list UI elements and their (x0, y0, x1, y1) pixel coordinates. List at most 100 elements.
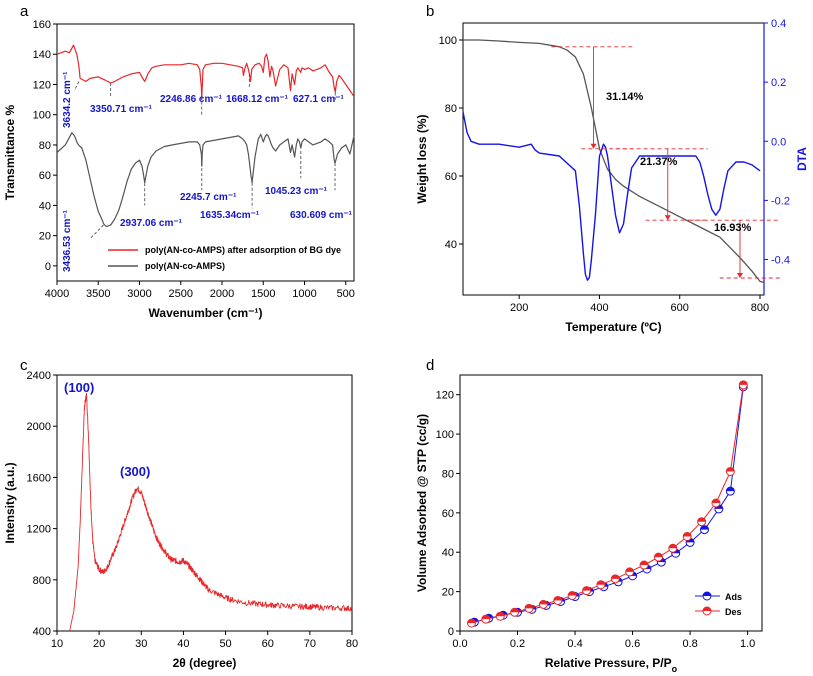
legend-label-polymer: poly(AN-co-AMPS) (145, 261, 225, 271)
x-tick-label: 800 (751, 302, 769, 314)
y-axis-title: Weight loss (%) (415, 114, 429, 203)
y-tick-label: 40 (445, 239, 457, 251)
x-tick-label: 0.0 (452, 638, 467, 650)
ann-a-2246: 2246.86 cm⁻¹ (160, 94, 223, 105)
ann-b-step1: 31.14% (606, 91, 644, 103)
legend-label-ads: Ads (725, 592, 742, 602)
y-axis-title: Intensity (a.u.) (3, 462, 17, 543)
panel-b-step-markers (551, 46, 780, 279)
y2-tick-label: -0.4 (771, 255, 790, 267)
series-after-adsorption-line (56, 44, 355, 101)
panel-letter-d: d (426, 357, 434, 374)
y2-tick-label: 0.2 (771, 77, 786, 89)
ann-a-1045: 1045.23 cm⁻¹ (265, 186, 328, 197)
panel-d-frame (459, 374, 763, 632)
y-tick-label: 120 (436, 390, 454, 402)
panel-c-frame (56, 374, 353, 632)
ann-a-3350: 3350.71 cm⁻¹ (90, 104, 153, 115)
y-tick-label: 0 (45, 261, 51, 273)
panel-a-legend: poly(AN-co-AMPS) after adsorption of BG … (108, 245, 341, 271)
ann-b-step2: 21.37% (640, 156, 678, 168)
y-tick-label: 80 (39, 140, 51, 152)
x-tick-label: 500 (337, 288, 355, 300)
y-tick-label: 100 (436, 429, 454, 441)
point-des-fill (654, 553, 663, 558)
x-tick-label: 2000 (210, 288, 234, 300)
x-tick-label: 30 (135, 638, 147, 650)
x-tick-label: 3500 (86, 288, 110, 300)
ann-a-3436: 3436.53 cm⁻¹ (62, 209, 73, 272)
panel-c-series (69, 392, 353, 632)
point-des-fill (568, 591, 577, 596)
y-tick-label: 2000 (27, 421, 51, 433)
point-des-fill (525, 604, 534, 609)
y-tick-label: 400 (33, 626, 51, 638)
x-tick-label: 1500 (251, 288, 275, 300)
y-tick-label: 60 (445, 171, 457, 183)
panel-b-frame (462, 22, 765, 296)
series-xrd-line (69, 392, 353, 632)
y-tick-label: 40 (39, 200, 51, 212)
y2-tick-label: 0.4 (771, 18, 786, 30)
x-axis-title-sub: o (672, 664, 678, 674)
panel-b-tga-dta: 200 400 600 800 40 60 80 100 Temperature (ºC) Wei… (415, 18, 809, 334)
x-axis-title: Temperature (ºC) (565, 320, 661, 334)
point-des-fill (596, 580, 605, 585)
panel-a-annotations: 3634.2 cm⁻¹ 3350.71 cm⁻¹ 2246.86 cm⁻¹ 16… (62, 71, 353, 272)
ann-a-2245: 2245.7 cm⁻¹ (180, 192, 237, 203)
point-des-fill (510, 608, 519, 613)
x-tick-label: 50 (219, 638, 231, 650)
step-arrow-head (590, 143, 597, 149)
ann-a-2937: 2937.06 cm⁻¹ (120, 218, 183, 229)
x-tick-label: 20 (93, 638, 105, 650)
y-tick-label: 120 (33, 79, 51, 91)
x-tick-label: 40 (177, 638, 189, 650)
point-des-fill (683, 532, 692, 537)
panel-letter-b: b (426, 3, 434, 20)
panel-d-series (467, 380, 748, 628)
panel-b-axes: 200 400 600 800 40 60 80 100 Temperature (ºC) Wei… (415, 18, 809, 334)
series-dta-line (462, 111, 761, 281)
point-des-fill (539, 600, 548, 605)
x-tick-label: 3000 (127, 288, 151, 300)
point-des-fill (640, 561, 649, 566)
step-arrow-head (736, 273, 743, 278)
y-tick-label: 140 (33, 49, 51, 61)
ann-a-3634: 3634.2 cm⁻¹ (62, 71, 73, 128)
point-des-fill (553, 596, 562, 601)
panel-c-xrd: 10 20 30 40 50 60 70 80 400 800 1200 1600 2000 2400 2θ… (3, 370, 358, 670)
point-des-fill (739, 380, 748, 385)
point-des-fill (625, 567, 634, 572)
y-tick-label: 20 (442, 587, 454, 599)
y-tick-label: 1600 (27, 472, 51, 484)
panel-letter-a: a (20, 3, 29, 20)
x-tick-label: 70 (304, 638, 316, 650)
peak-leader-line (89, 224, 104, 239)
point-ads-fill (726, 487, 735, 492)
y-tick-label: 60 (442, 508, 454, 520)
ann-a-1668: 1668.12 cm⁻¹ (226, 94, 289, 105)
series-polymer-line (56, 132, 355, 228)
y-tick-label: 0 (448, 626, 454, 638)
ann-a-630: 630.609 cm⁻¹ (290, 210, 353, 221)
y-tick-label: 20 (39, 231, 51, 243)
series-ads-line (474, 386, 744, 623)
point-des-fill (496, 612, 505, 617)
panel-a-dashed-leaders (73, 73, 336, 239)
point-ads-fill (700, 525, 709, 530)
x-tick-label: 80 (346, 638, 358, 650)
y2-tick-label: -0.2 (771, 195, 790, 207)
panel-a-series (56, 44, 355, 228)
point-des-fill (481, 615, 490, 620)
y-tick-label: 100 (33, 110, 51, 122)
y-tick-label: 160 (33, 19, 51, 31)
legend-label-des: Des (725, 607, 742, 617)
legend-label-after-adsorption: poly(AN-co-AMPS) after adsorption of BG … (145, 245, 341, 255)
step-arrow-head (664, 215, 671, 221)
x-tick-label: 0.4 (567, 638, 582, 650)
y2-axis-title: DTA (795, 147, 809, 171)
panel-d-axes: 0.0 0.2 0.4 0.6 0.8 1.0 0 20 40 60 80 100 120 Relativ… (415, 374, 763, 674)
panel-a-frame (56, 23, 355, 282)
ann-c-100: (100) (64, 380, 94, 395)
